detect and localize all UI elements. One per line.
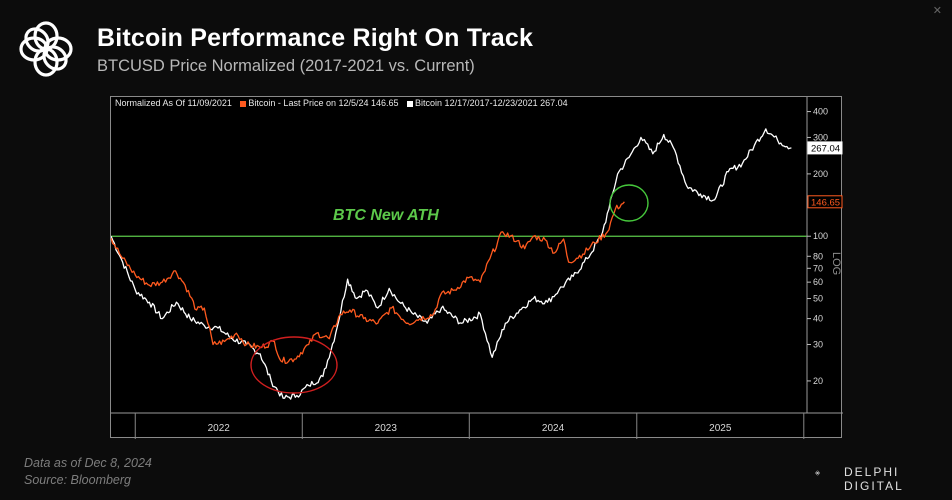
y-tick-label: 70: [813, 263, 823, 273]
legend-swatch-current: [240, 100, 247, 107]
value-tags: 267.04 146.65: [807, 141, 843, 209]
low-circle: [250, 336, 338, 394]
x-tick-label: 2025: [709, 423, 732, 434]
series-layer: [111, 128, 792, 400]
x-tick-label: 2022: [208, 423, 231, 434]
y-tick-label: 20: [813, 376, 823, 386]
y-axis-scale-label: LOG: [830, 252, 842, 275]
legend-past: Bitcoin 12/17/2017-12/23/2021 267.04: [415, 98, 568, 108]
x-tick-label: 2024: [542, 423, 565, 434]
y-tick-label: 80: [813, 251, 823, 261]
page-title: Bitcoin Performance Right On Track: [97, 24, 534, 52]
source-note: Source: Bloomberg: [24, 473, 132, 487]
series-line-current: [111, 201, 625, 364]
close-icon[interactable]: ✕: [932, 5, 942, 17]
x-tick-label: 2023: [375, 423, 398, 434]
legend-current: Bitcoin - Last Price on 12/5/24 146.65: [248, 98, 399, 108]
y-tick-label: 40: [813, 314, 823, 324]
chart-svg: BTC New ATH 20 30 40 50 60 70 80 100 200 300 400 LO…: [111, 97, 843, 439]
y-tick-label: 100: [813, 231, 828, 241]
y-tick-label: 30: [813, 339, 823, 349]
y-tick-label: 300: [813, 132, 828, 142]
chart-legend: Normalized As Of 11/09/2021 Bitcoin - La…: [115, 98, 568, 108]
page-subtitle: BTCUSD Price Normalized (2017-2021 vs. C…: [97, 57, 475, 75]
y-tick-label: 60: [813, 277, 823, 287]
legend-swatch-past: [407, 100, 414, 107]
ath-label: BTC New ATH: [333, 207, 439, 224]
y-axis: 20 30 40 50 60 70 80 100 200 300 400 LOG: [806, 97, 842, 413]
value-tag-box: [807, 195, 843, 209]
value-tag-box: [807, 141, 843, 155]
y-tick-label: 50: [813, 294, 823, 304]
y-tick-label: 400: [813, 107, 828, 117]
brand-logo-icon: [815, 470, 820, 476]
data-note: Data as of Dec 8, 2024: [24, 456, 152, 470]
ath-circle: [609, 184, 649, 222]
legend-normalized: Normalized As Of 11/09/2021: [115, 98, 232, 108]
value-tag-label: 146.65: [811, 197, 840, 208]
x-axis: 2022 2023 2024 2025: [111, 412, 843, 439]
value-tag-label: 267.04: [811, 143, 840, 154]
series-line-past: [111, 128, 792, 400]
delphi-logo-icon: [19, 21, 73, 77]
chart-frame: BTC New ATH 20 30 40 50 60 70 80 100 200 300 400 LO…: [110, 96, 843, 439]
y-tick-label: 200: [813, 169, 828, 179]
brand-name: DELPHI DIGITAL: [844, 465, 904, 493]
